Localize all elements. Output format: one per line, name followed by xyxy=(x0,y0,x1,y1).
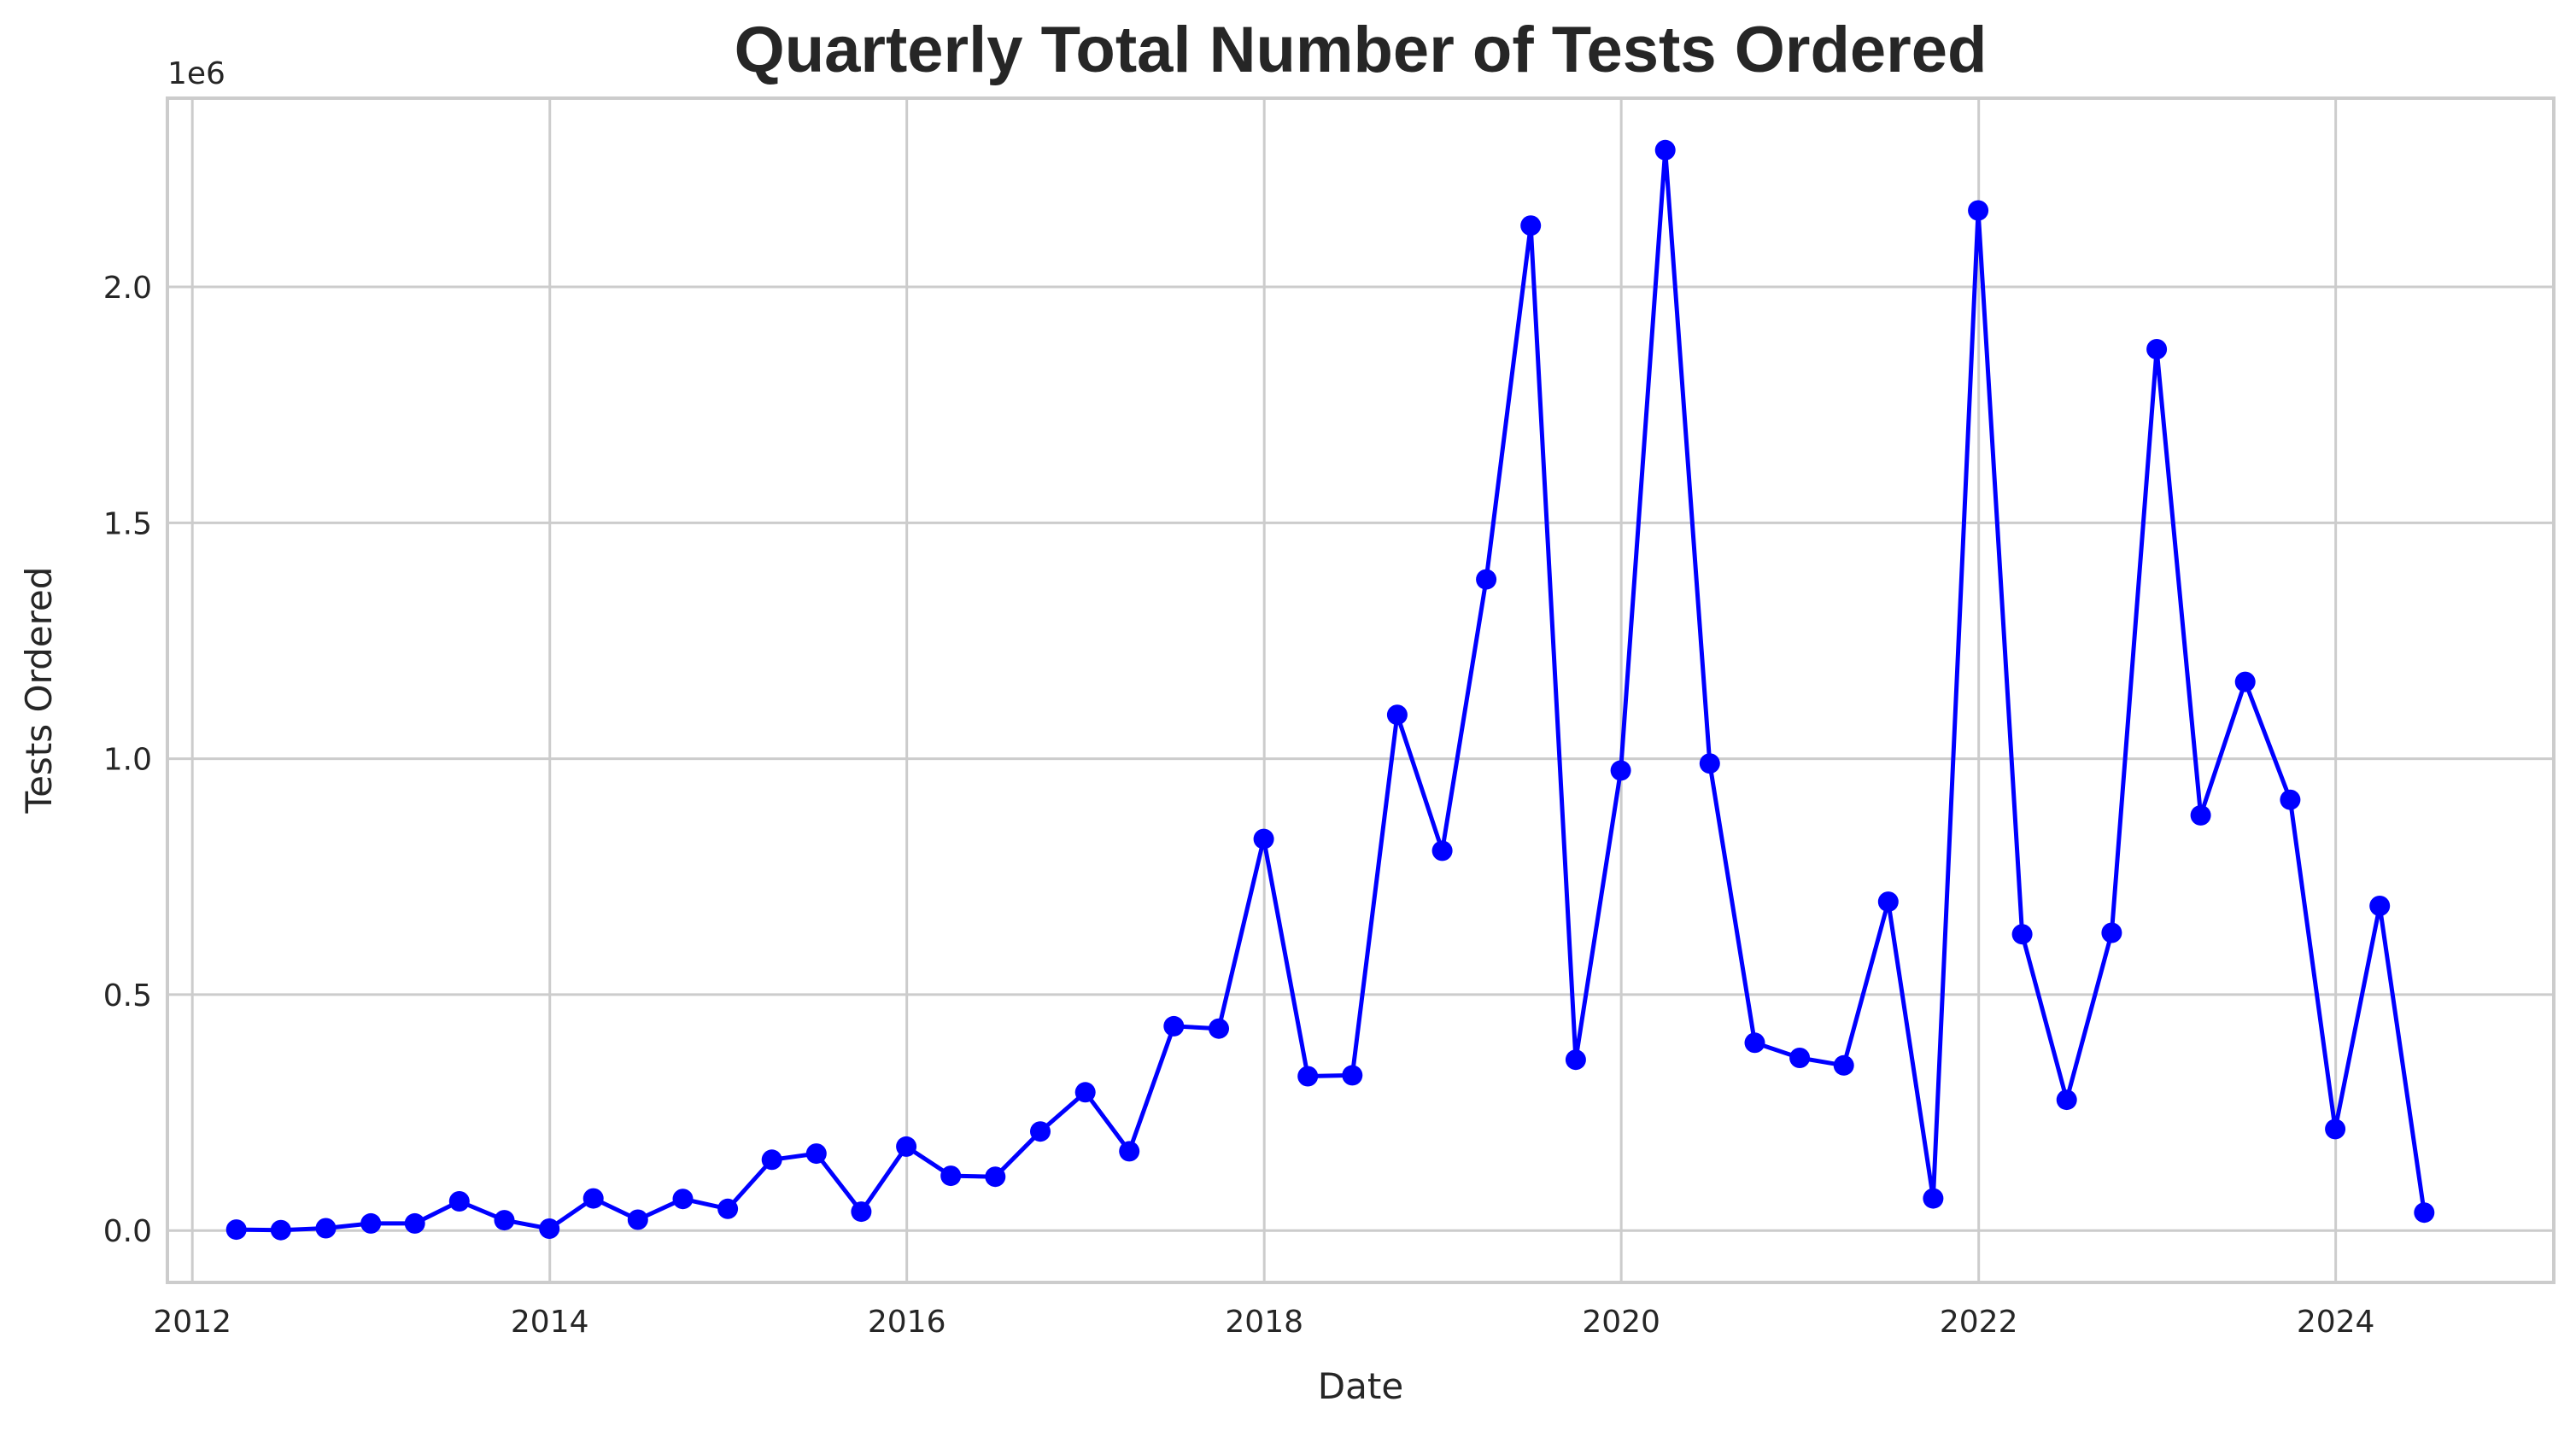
data-point xyxy=(672,1189,694,1210)
data-point xyxy=(2101,922,2122,943)
data-markers xyxy=(225,139,2435,1241)
x-tick-label: 2022 xyxy=(1940,1305,2018,1340)
y-axis-offset-label: 1e6 xyxy=(167,56,225,91)
data-point xyxy=(1119,1141,1140,1162)
data-point xyxy=(1342,1065,1363,1086)
data-point xyxy=(1253,828,1274,850)
data-point xyxy=(1610,760,1631,781)
data-point xyxy=(1476,569,1497,590)
grid-lines xyxy=(167,98,2554,1282)
data-point xyxy=(270,1219,291,1241)
plot-frame xyxy=(166,96,2556,1284)
data-point xyxy=(1565,1049,1586,1071)
data-point xyxy=(717,1198,739,1219)
data-point xyxy=(896,1136,917,1157)
x-axis-label: Date xyxy=(1318,1365,1403,1407)
data-point xyxy=(1386,704,1408,726)
data-point xyxy=(315,1218,337,1239)
data-point xyxy=(1744,1032,1765,1054)
data-point xyxy=(851,1201,872,1223)
data-point xyxy=(2146,339,2168,359)
data-point xyxy=(1789,1048,1811,1068)
tick-labels: 2012 2014 2016 2018 2020 2022 2024 0.0 0.5 1.0 1.5… xyxy=(103,271,2375,1340)
data-point xyxy=(360,1212,382,1234)
data-point xyxy=(627,1209,648,1230)
data-point xyxy=(1923,1188,1944,1209)
data-point xyxy=(583,1188,604,1209)
series-line xyxy=(236,148,2427,1233)
y-tick-label: 2.0 xyxy=(103,271,152,306)
data-point xyxy=(1699,753,1720,774)
data-point xyxy=(539,1218,560,1239)
data-point xyxy=(1833,1054,1854,1076)
data-point xyxy=(1297,1066,1319,1087)
data-point xyxy=(1030,1121,1051,1142)
x-tick-label: 2016 xyxy=(868,1305,946,1340)
data-point xyxy=(1877,891,1899,913)
data-point xyxy=(404,1212,425,1234)
data-point xyxy=(2325,1119,2346,1140)
y-axis-label: Tests Ordered xyxy=(18,567,60,815)
x-tick-label: 2024 xyxy=(2297,1305,2375,1340)
x-tick-label: 2012 xyxy=(153,1305,231,1340)
y-tick-label: 0.5 xyxy=(103,978,152,1013)
data-point xyxy=(2280,789,2301,810)
data-point xyxy=(1968,200,1989,221)
data-point xyxy=(2190,804,2211,826)
chart-title: Quarterly Total Number of Tests Ordered xyxy=(735,14,1988,86)
data-point xyxy=(225,1219,247,1241)
data-point xyxy=(1163,1015,1185,1037)
data-point xyxy=(985,1166,1006,1188)
data-point xyxy=(805,1143,827,1165)
y-tick-label: 1.5 xyxy=(103,506,152,541)
x-tick-label: 2018 xyxy=(1225,1305,1303,1340)
data-point xyxy=(1520,215,1542,237)
data-point xyxy=(761,1149,782,1171)
data-point xyxy=(2414,1202,2435,1224)
data-point xyxy=(2011,924,2033,945)
data-point xyxy=(1209,1018,1229,1039)
data-point xyxy=(1654,139,1676,161)
x-tick-label: 2020 xyxy=(1582,1305,1660,1340)
data-point xyxy=(2369,896,2391,916)
y-tick-label: 1.0 xyxy=(103,743,152,778)
data-point xyxy=(1431,840,1453,862)
x-tick-label: 2014 xyxy=(511,1305,589,1340)
data-point xyxy=(940,1165,962,1187)
data-point xyxy=(2056,1089,2077,1111)
data-point xyxy=(2234,671,2256,692)
data-point xyxy=(1074,1082,1096,1103)
data-point xyxy=(494,1210,515,1231)
y-tick-label: 0.0 xyxy=(103,1214,152,1249)
data-point xyxy=(448,1191,470,1212)
